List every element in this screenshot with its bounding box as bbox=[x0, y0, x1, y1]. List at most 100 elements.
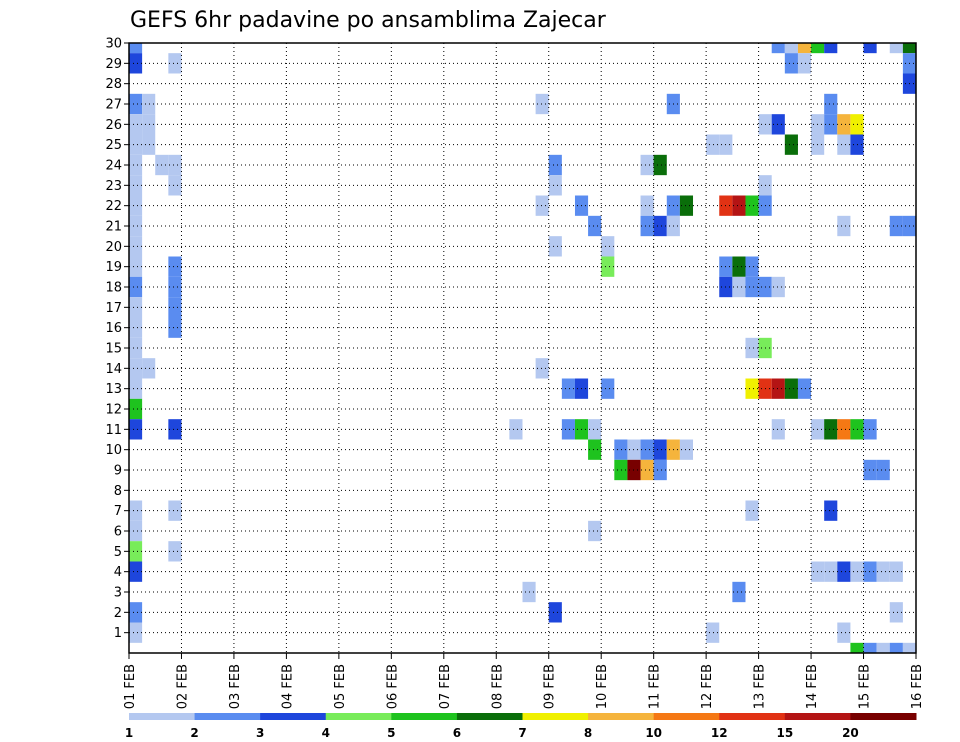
heatmap-cell bbox=[129, 419, 143, 440]
x-tick-label: 03 FEB bbox=[228, 664, 243, 709]
y-tick-label: 14 bbox=[105, 362, 122, 377]
heatmap-cell bbox=[129, 134, 143, 155]
heatmap-cell bbox=[784, 134, 798, 155]
heatmap-cell bbox=[876, 561, 890, 582]
heatmap-cell bbox=[601, 256, 615, 277]
x-tick-label: 06 FEB bbox=[385, 664, 400, 709]
heatmap-cell bbox=[614, 459, 628, 481]
legend-swatch bbox=[391, 713, 458, 720]
heatmap-cell bbox=[129, 520, 143, 542]
heatmap-cell bbox=[706, 134, 720, 155]
y-tick-label: 10 bbox=[105, 443, 122, 458]
legend-label: 15 bbox=[776, 726, 793, 740]
y-tick-label: 23 bbox=[105, 179, 122, 194]
heatmap-cell bbox=[653, 154, 667, 176]
heatmap-cell bbox=[902, 642, 916, 653]
heatmap-cell bbox=[168, 175, 182, 196]
heatmap-cell bbox=[129, 276, 143, 298]
heatmap-cell bbox=[601, 236, 615, 257]
x-tick-label: 13 FEB bbox=[753, 664, 768, 709]
legend-swatch bbox=[129, 713, 196, 720]
heatmap-cell bbox=[129, 215, 143, 237]
x-tick-label: 15 FEB bbox=[858, 664, 873, 709]
y-tick-label: 5 bbox=[114, 545, 122, 560]
heatmap-cell bbox=[837, 114, 851, 135]
y-tick-label: 26 bbox=[105, 118, 122, 133]
legend-label: 5 bbox=[387, 726, 395, 740]
grid-lines bbox=[129, 42, 916, 653]
heatmap-cell bbox=[129, 337, 143, 359]
x-tick-label: 01 FEB bbox=[123, 664, 138, 709]
legend-label: 1 bbox=[125, 726, 133, 740]
heatmap-cell bbox=[548, 236, 562, 257]
y-tick-label: 1 bbox=[114, 626, 122, 641]
x-tick-label: 16 FEB bbox=[910, 664, 925, 709]
heatmap-cell bbox=[732, 581, 746, 603]
y-tick-label: 29 bbox=[105, 57, 122, 72]
x-tick-label: 07 FEB bbox=[438, 664, 453, 709]
heatmap-cell bbox=[129, 114, 143, 135]
heatmap-cell bbox=[142, 114, 156, 135]
heatmap-cell bbox=[129, 398, 143, 420]
heatmap-cell bbox=[129, 317, 143, 338]
legend-label: 7 bbox=[518, 726, 526, 740]
legend-swatch bbox=[194, 713, 261, 720]
heatmap-cell bbox=[129, 500, 143, 521]
heatmap-cell bbox=[811, 43, 825, 54]
heatmap-cell bbox=[168, 297, 182, 318]
heatmap-cell bbox=[142, 358, 156, 379]
legend-label: 20 bbox=[842, 726, 859, 740]
axes: 1234567891011121314151617181920212223242… bbox=[105, 37, 925, 710]
heatmap-cell bbox=[679, 195, 694, 216]
y-tick-label: 19 bbox=[105, 260, 122, 275]
legend-label: 6 bbox=[453, 726, 461, 740]
heatmap-cell bbox=[168, 154, 182, 176]
heatmap-cell bbox=[129, 93, 143, 115]
heatmap-cell bbox=[889, 43, 903, 54]
heatmap-cell bbox=[588, 419, 602, 440]
x-tick-label: 04 FEB bbox=[280, 664, 295, 709]
legend-label: 10 bbox=[645, 726, 662, 740]
heatmap-cell bbox=[535, 358, 549, 379]
y-tick-label: 15 bbox=[105, 342, 122, 357]
heatmap-cell bbox=[837, 622, 851, 643]
heatmap-cell bbox=[824, 43, 838, 54]
heatmap-cell bbox=[129, 256, 143, 277]
legend-swatch bbox=[522, 713, 589, 720]
heatmap-cell bbox=[745, 195, 759, 216]
heatmap-cell bbox=[797, 43, 812, 54]
heatmap-cell bbox=[745, 276, 759, 298]
y-tick-label: 18 bbox=[105, 281, 122, 296]
heatmap-cell bbox=[168, 256, 182, 277]
heatmap-cell bbox=[614, 439, 628, 460]
heatmap-cell bbox=[640, 215, 654, 237]
heatmap-cell bbox=[168, 317, 182, 338]
y-tick-label: 24 bbox=[105, 159, 122, 174]
heatmap-cell bbox=[863, 43, 877, 54]
heatmap-cell bbox=[548, 175, 562, 196]
heatmap-cell bbox=[640, 154, 654, 176]
legend-label: 3 bbox=[256, 726, 264, 740]
heatmap-cell bbox=[679, 439, 694, 460]
heatmap-cell bbox=[653, 439, 667, 460]
color-legend: 1 2 3 4 5 6 7 8 10 12 15 20 bbox=[125, 713, 917, 740]
y-tick-label: 6 bbox=[114, 525, 122, 540]
heatmap-cell bbox=[653, 215, 667, 237]
heatmap-cell bbox=[129, 602, 143, 623]
heatmap-cell bbox=[129, 358, 143, 379]
heatmap-cell bbox=[771, 43, 785, 54]
x-tick-label: 12 FEB bbox=[700, 664, 715, 709]
heatmap-cell bbox=[129, 378, 143, 399]
heatmap-cell bbox=[732, 195, 746, 216]
y-tick-label: 2 bbox=[114, 606, 122, 621]
heatmap-cell bbox=[168, 541, 182, 562]
legend-swatch bbox=[260, 713, 327, 720]
heatmap-cell bbox=[889, 215, 903, 237]
heatmap-cell bbox=[640, 439, 654, 460]
heatmap-cell bbox=[797, 378, 812, 399]
legend-label: 12 bbox=[711, 726, 728, 740]
x-tick-label: 11 FEB bbox=[648, 664, 663, 709]
y-tick-label: 3 bbox=[114, 586, 122, 601]
heatmap-cell bbox=[129, 53, 143, 74]
heatmap-cell bbox=[824, 114, 838, 135]
